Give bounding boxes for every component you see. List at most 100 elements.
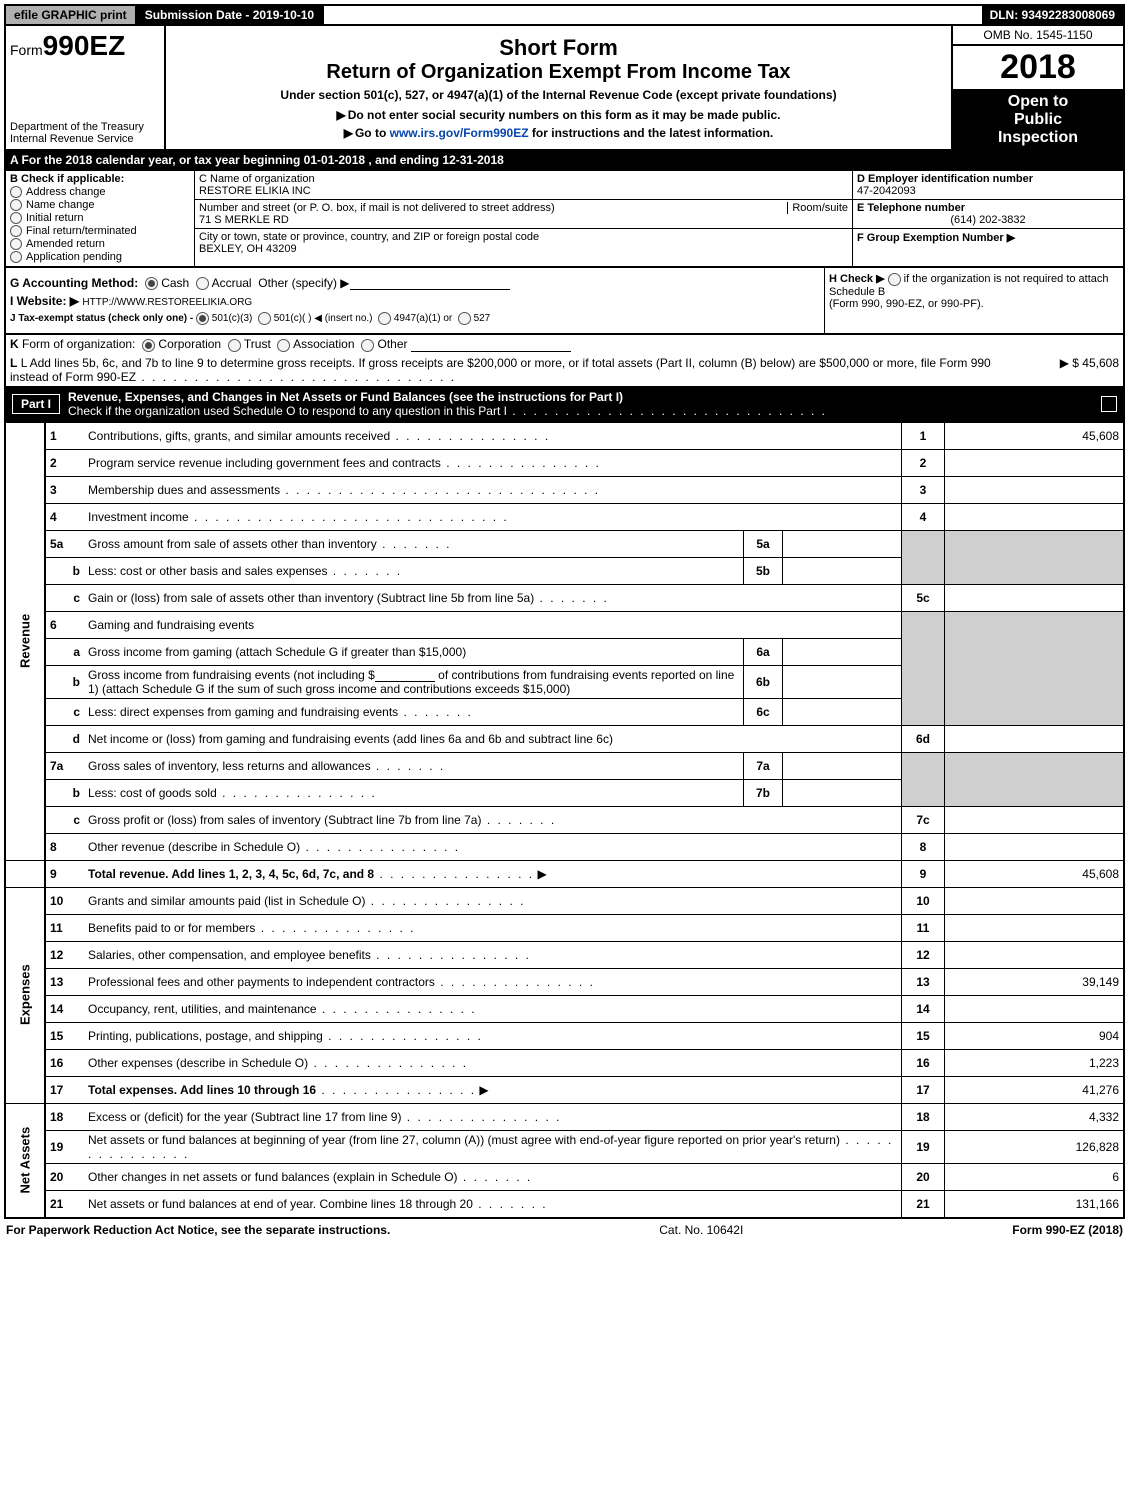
radio-h-icon[interactable] <box>888 273 901 286</box>
d16t: Other expenses (describe in Schedule O) <box>88 1056 308 1070</box>
ln9: 9 <box>902 860 945 887</box>
ln16: 16 <box>902 1049 945 1076</box>
ln7c: 7c <box>902 806 945 833</box>
ln17: 17 <box>902 1076 945 1103</box>
d11t: Benefits paid to or for members <box>88 921 255 935</box>
addr-value: 71 S MERKLE RD <box>199 214 848 226</box>
ln19: 19 <box>902 1130 945 1163</box>
mv7a <box>783 752 902 779</box>
phone-block: E Telephone number (614) 202-3832 <box>853 200 1123 229</box>
table-row: Expenses 10 Grants and similar amounts p… <box>5 887 1124 914</box>
a1: 45,608 <box>945 422 1125 449</box>
bullet-icon <box>10 238 22 250</box>
line-g: G Accounting Method: Cash Accrual Other … <box>10 276 820 290</box>
n5c: c <box>45 584 84 611</box>
mb7b: 7b <box>744 779 783 806</box>
d6a: Gross income from gaming (attach Schedul… <box>84 638 744 665</box>
table-row: 2 Program service revenue including gove… <box>5 449 1124 476</box>
ln10: 10 <box>902 887 945 914</box>
chk-name-change[interactable]: Name change <box>10 199 190 211</box>
table-row: 11 Benefits paid to or for members 11 <box>5 914 1124 941</box>
a6d <box>945 725 1125 752</box>
irs-link[interactable]: www.irs.gov/Form990EZ <box>390 126 529 140</box>
chk-final-return[interactable]: Final return/terminated <box>10 225 190 237</box>
part1-checkbox[interactable] <box>1101 396 1117 412</box>
under-section: Under section 501(c), 527, or 4947(a)(1)… <box>174 88 943 102</box>
d5b: Less: cost or other basis and sales expe… <box>84 557 744 584</box>
goto-post: for instructions and the latest informat… <box>529 126 774 140</box>
group-exemption-block: F Group Exemption Number ▶ <box>853 229 1123 266</box>
d11: Benefits paid to or for members <box>84 914 902 941</box>
a16: 1,223 <box>945 1049 1125 1076</box>
d19t: Net assets or fund balances at beginning… <box>88 1133 840 1147</box>
chk-initial-return[interactable]: Initial return <box>10 212 190 224</box>
header-left: Form990EZ Department of the Treasury Int… <box>6 26 166 149</box>
radio-527-icon[interactable] <box>458 312 471 325</box>
radio-cash-icon[interactable] <box>145 277 158 290</box>
n19: 19 <box>45 1130 84 1163</box>
radio-other-icon[interactable] <box>361 339 374 352</box>
contrib-blank[interactable] <box>375 669 435 682</box>
topbar-spacer <box>324 6 981 24</box>
d3t: Membership dues and assessments <box>88 483 280 497</box>
radio-assoc-icon[interactable] <box>277 339 290 352</box>
donot-text: Do not enter social security numbers on … <box>348 108 781 122</box>
g-accrual: Accrual <box>212 276 252 290</box>
d8: Other revenue (describe in Schedule O) <box>84 833 902 860</box>
a20: 6 <box>945 1163 1125 1190</box>
chk-amended-return[interactable]: Amended return <box>10 238 190 250</box>
radio-501c-icon[interactable] <box>258 312 271 325</box>
open-line1: Open to <box>955 93 1121 111</box>
a17: 41,276 <box>945 1076 1125 1103</box>
d13t: Professional fees and other payments to … <box>88 975 435 989</box>
table-row: 20 Other changes in net assets or fund b… <box>5 1163 1124 1190</box>
radio-corp-icon[interactable] <box>142 339 155 352</box>
col-b-title: B Check if applicable: <box>10 173 190 185</box>
a10 <box>945 887 1125 914</box>
col-b-checkboxes: B Check if applicable: Address change Na… <box>6 171 195 266</box>
j-501c: 501(c)( ) ◀ (insert no.) <box>274 313 373 324</box>
a12 <box>945 941 1125 968</box>
n6b: b <box>45 665 84 698</box>
g-other-blank[interactable] <box>350 277 510 290</box>
table-row: Revenue 1 Contributions, gifts, grants, … <box>5 422 1124 449</box>
a5c <box>945 584 1125 611</box>
d5ct: Gain or (loss) from sale of assets other… <box>88 591 534 605</box>
opt-3: Final return/terminated <box>26 225 137 237</box>
form-number: Form990EZ <box>10 30 160 62</box>
open-to-public: Open to Public Inspection <box>953 91 1123 149</box>
k-other-blank[interactable] <box>411 339 571 352</box>
radio-trust-icon[interactable] <box>228 339 241 352</box>
mb6a: 6a <box>744 638 783 665</box>
goto-line: Go to www.irs.gov/Form990EZ for instruct… <box>174 126 943 140</box>
row-ghij: G Accounting Method: Cash Accrual Other … <box>4 268 1125 335</box>
d4t: Investment income <box>88 510 189 524</box>
d6b: Gross income from fundraising events (no… <box>84 665 744 698</box>
n10: 10 <box>45 887 84 914</box>
n15: 15 <box>45 1022 84 1049</box>
gi-right-h: H Check ▶ if the organization is not req… <box>824 268 1123 333</box>
part1-label: Part I <box>12 394 60 414</box>
d14t: Occupancy, rent, utilities, and maintena… <box>88 1002 317 1016</box>
mb6b: 6b <box>744 665 783 698</box>
a14 <box>945 995 1125 1022</box>
n6a: a <box>45 638 84 665</box>
d19: Net assets or fund balances at beginning… <box>84 1130 902 1163</box>
ein-block: D Employer identification number 47-2042… <box>853 171 1123 200</box>
l-text: L L Add lines 5b, 6c, and 7b to line 9 t… <box>10 356 999 384</box>
efile-print-button[interactable]: efile GRAPHIC print <box>6 6 137 24</box>
n3: 3 <box>45 476 84 503</box>
chk-address-change[interactable]: Address change <box>10 186 190 198</box>
d7bt: Less: cost of goods sold <box>88 786 217 800</box>
ln5c: 5c <box>902 584 945 611</box>
g-label: G Accounting Method: <box>10 276 138 290</box>
radio-501c3-icon[interactable] <box>196 312 209 325</box>
chk-application-pending[interactable]: Application pending <box>10 251 190 263</box>
city-value: BEXLEY, OH 43209 <box>199 243 848 255</box>
mv6c <box>783 698 902 725</box>
d7b: Less: cost of goods sold <box>84 779 744 806</box>
d1: Contributions, gifts, grants, and simila… <box>84 422 902 449</box>
radio-accrual-icon[interactable] <box>196 277 209 290</box>
addr-block: Room/suite Number and street (or P. O. b… <box>195 200 852 229</box>
radio-4947-icon[interactable] <box>378 312 391 325</box>
